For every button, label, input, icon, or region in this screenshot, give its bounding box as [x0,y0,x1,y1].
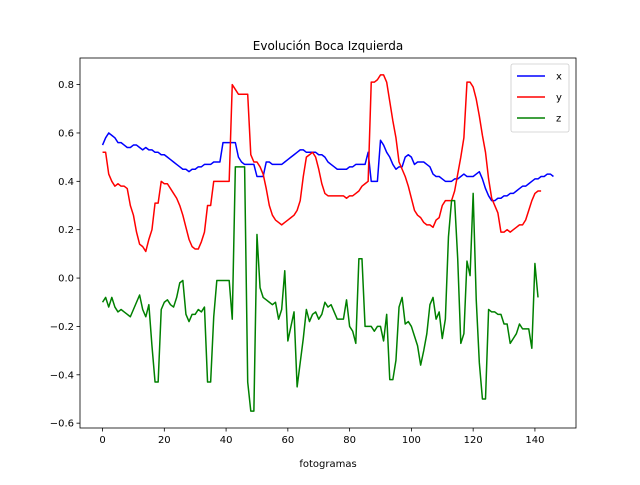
series-layer [101,74,554,412]
plot-area [80,58,576,428]
y-tick-label: 0.6 [58,128,74,139]
legend-label-z: z [556,114,561,125]
y-tick-label: 0.2 [58,225,74,236]
series-line-z [101,166,539,412]
y-tick-label: 0.0 [58,274,74,285]
x-tick-label: 140 [525,435,544,446]
x-tick-label: 60 [281,435,294,446]
x-tick-label: 20 [158,435,171,446]
x-tick-label: 80 [343,435,356,446]
y-tick-label: −0.2 [50,322,74,333]
y-tick-label: 0.8 [58,80,74,91]
y-tick-label: −0.6 [50,419,74,430]
chart-title: Evolución Boca Izquierda [253,39,403,53]
series-line-y [102,74,542,253]
y-axis: −0.6 −0.4 −0.2 0.0 0.2 0.4 0.6 0.8 [50,80,80,430]
y-tick-label: −0.4 [50,370,74,381]
legend-label-y: y [556,93,562,104]
x-tick-label: 100 [402,435,421,446]
x-tick-label: 40 [220,435,233,446]
x-axis: 0 20 40 60 80 100 120 140 [99,428,544,446]
x-tick-label: 120 [464,435,483,446]
axes-frame [79,57,577,429]
legend-box [510,63,570,133]
legend-label-x: x [556,72,562,83]
y-tick-label: 0.4 [58,177,74,188]
x-axis-label: fotogramas [299,459,356,470]
x-tick-label: 0 [99,435,105,446]
series-line-x [101,132,554,202]
legend: xyz [510,63,570,133]
